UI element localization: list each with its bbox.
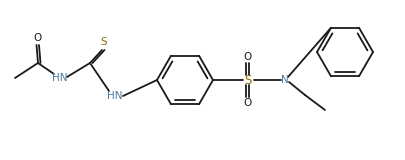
Text: S: S — [100, 37, 107, 47]
Text: O: O — [243, 52, 252, 62]
Text: O: O — [34, 33, 42, 43]
Text: S: S — [244, 73, 251, 87]
Text: HN: HN — [52, 73, 68, 83]
Text: N: N — [280, 75, 288, 85]
Text: HN: HN — [107, 91, 122, 101]
Text: O: O — [243, 98, 252, 108]
